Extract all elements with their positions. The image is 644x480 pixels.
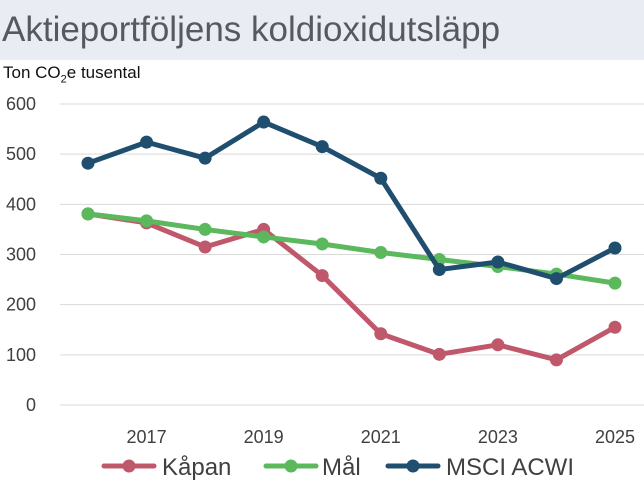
- data-point: [257, 230, 271, 244]
- title-bar: [0, 0, 644, 60]
- x-tick-label: 2019: [244, 427, 284, 447]
- x-tick-label: 2023: [478, 427, 518, 447]
- data-point: [608, 241, 622, 255]
- series-line: [85, 211, 618, 363]
- series-line: [85, 119, 618, 282]
- y-tick-label: 400: [6, 194, 36, 214]
- y-tick-label: 500: [6, 144, 36, 164]
- data-point: [198, 222, 212, 236]
- y-tick-label: 300: [6, 245, 36, 265]
- data-point: [81, 207, 95, 221]
- data-point: [549, 272, 563, 286]
- data-point: [608, 276, 622, 290]
- legend-marker: [284, 459, 298, 473]
- data-point: [374, 171, 388, 185]
- data-point: [81, 156, 95, 170]
- data-point: [491, 338, 505, 352]
- data-point: [198, 151, 212, 165]
- y-tick-label: 100: [6, 345, 36, 365]
- data-point: [315, 140, 329, 154]
- x-tick-label: 2025: [595, 427, 635, 447]
- data-point: [315, 237, 329, 251]
- data-point: [374, 245, 388, 259]
- legend-marker: [406, 459, 420, 473]
- y-axis-unit-label: Ton CO2e tusental: [3, 63, 141, 85]
- data-point: [257, 115, 271, 129]
- data-point: [608, 320, 622, 334]
- x-tick-label: 2017: [127, 427, 167, 447]
- chart-title: Aktieportföljens koldioxidutsläpp: [2, 10, 501, 49]
- y-tick-label: 200: [6, 295, 36, 315]
- data-point: [549, 353, 563, 367]
- legend-label: Mål: [322, 454, 361, 480]
- x-tick-label: 2021: [361, 427, 401, 447]
- legend-marker: [122, 459, 136, 473]
- data-point: [491, 255, 505, 269]
- y-tick-label: 600: [6, 94, 36, 114]
- legend-label: MSCI ACWI: [446, 454, 574, 480]
- data-point: [432, 347, 446, 361]
- data-point: [315, 269, 329, 283]
- data-point: [140, 214, 154, 228]
- data-point: [140, 135, 154, 149]
- unit-subscript: 2: [60, 73, 67, 86]
- data-point: [432, 263, 446, 277]
- data-point: [198, 240, 212, 254]
- unit-prefix: Ton CO: [3, 63, 61, 82]
- y-tick-label: 0: [26, 395, 36, 415]
- data-point: [374, 327, 388, 341]
- unit-suffix: e tusental: [66, 63, 141, 82]
- legend-label: Kåpan: [162, 454, 231, 480]
